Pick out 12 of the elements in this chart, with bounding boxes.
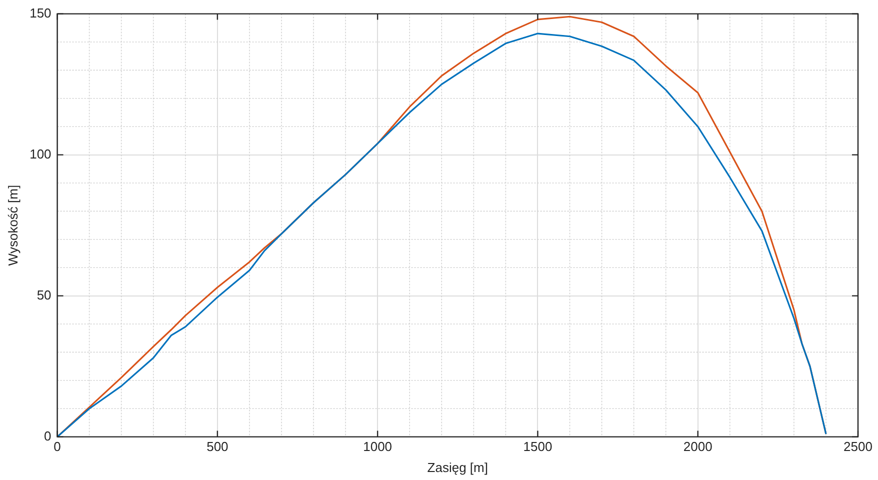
- x-tick-label: 0: [54, 439, 61, 454]
- x-tick-label: 500: [206, 439, 228, 454]
- y-tick-label: 100: [30, 146, 52, 162]
- y-tick-label: 50: [36, 287, 52, 302]
- y-axis-title: Wysokość [m]: [5, 184, 20, 266]
- x-tick-label: 1000: [363, 439, 392, 454]
- x-tick-label: 2000: [683, 439, 712, 454]
- y-tick-label: 0: [44, 428, 52, 444]
- x-tick-label: 1500: [523, 439, 552, 454]
- x-tick-label: 2500: [844, 439, 872, 454]
- x-axis-title: Zasięg [m]: [427, 460, 488, 475]
- y-tick-label: 150: [30, 5, 52, 20]
